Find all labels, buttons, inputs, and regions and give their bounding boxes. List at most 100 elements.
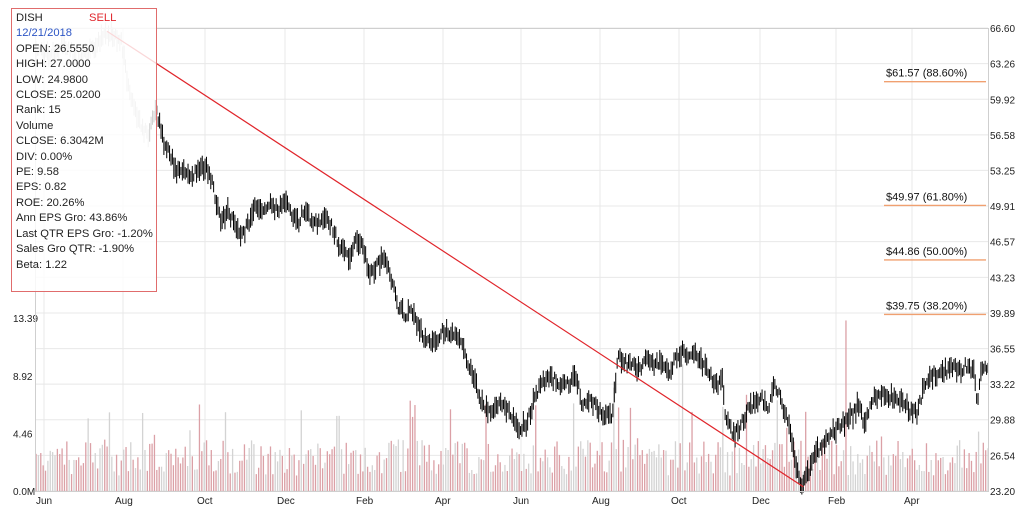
volume-bar [326,451,328,491]
volume-bar [603,471,606,491]
time-tick-label: Feb [828,496,846,507]
volume-bar [864,474,866,491]
volume-bar [755,466,757,491]
volume-bar [977,431,980,491]
volume-bar [89,443,92,491]
volume-bar [537,471,539,491]
volume-bar [461,443,463,491]
volume-bar [608,460,610,491]
volume-bar [558,454,561,491]
volume-bar [40,453,42,491]
volume-bar [454,443,456,491]
price-tick-label: 66.60 [990,24,1015,35]
info-rank: Rank: 15 [16,104,61,117]
volume-bar [400,471,402,491]
volume-bar [902,451,904,491]
volume-bar [501,471,504,491]
volume-bar [918,464,921,491]
volume-bar [904,467,906,491]
volume-bar [347,464,350,491]
volume-bar [662,450,665,491]
volume-bar [217,461,220,491]
volume-bar [582,448,584,491]
volume-bar [819,470,821,491]
time-axis: Jun Aug Oct Dec Feb Apr Jun Aug Oct Dec Feb Apr [36,496,920,507]
volume-bar [293,454,295,491]
volume-bar [390,440,392,491]
volume-bar [615,449,617,491]
volume-bar [940,457,942,491]
volume-bar [511,448,513,491]
info-high: HIGH: 27.0000 [16,58,91,71]
volume-bar [407,448,409,491]
volume-bar [492,471,494,491]
volume-axis: 13.39 8.92 4.46 0.0M [13,314,38,498]
volume-bar [452,454,454,491]
volume-bar [892,454,894,491]
volume-bar [928,471,930,491]
volume-bar [158,466,160,491]
volume-bar [741,462,743,491]
volume-bar [168,450,170,491]
price-tick-label: 59.92 [990,95,1015,106]
volume-bar [736,473,738,491]
volume-bar [513,459,516,491]
volume-bar [831,440,833,491]
volume-bar [980,463,982,491]
volume-bar [859,462,861,491]
volume-bar [340,449,343,491]
volume-bar [655,457,658,491]
volume-bar [776,400,778,491]
volume-bar [92,462,94,491]
volume-bar [144,450,146,491]
volume-bar [599,455,601,491]
volume-bar [530,473,532,491]
volume-bar [276,461,279,491]
volume-bar [350,452,352,491]
volume-bar [56,448,59,491]
volume-bar [826,458,828,491]
volume-bar [949,462,951,491]
volume-bar [703,441,705,491]
volume-bar [186,466,189,491]
volume-bar [769,459,771,491]
volume-bar [392,444,395,491]
volume-bar [269,446,272,491]
volume-bar [712,473,714,491]
volume-bar [37,455,40,491]
volume-bar [594,463,596,491]
volume-bar [104,439,106,491]
volume-bar [722,406,724,491]
volume-bar [876,440,878,491]
volume-bar [253,444,255,491]
volume-bar [591,467,594,491]
info-volume-label: Volume [16,119,54,132]
volume-bar [975,451,977,491]
volume-bar [101,444,104,491]
volume-bar [838,466,840,491]
info-eps: EPS: 0.82 [16,181,67,194]
volume-bar [125,447,127,491]
volume-bar [525,468,527,491]
volume-bar [580,441,582,491]
volume-bar [878,466,880,491]
volume-bar [691,411,693,491]
volume-bar [286,469,288,491]
volume-bar [625,467,627,491]
volume-bar [78,457,80,491]
volume-bar [272,474,274,491]
volume-bar [629,407,632,491]
volume-bar [374,470,376,491]
volume-bar [546,457,549,491]
volume-bar [895,455,897,491]
volume-bar [771,450,774,491]
volume-bar [913,460,916,491]
volume-bar [419,465,421,491]
info-open: OPEN: 26.5550 [16,42,95,55]
volume-bar [840,461,842,491]
time-tick-label: Dec [752,496,770,507]
volume-bar [421,440,423,491]
time-tick-label: Apr [435,496,451,507]
volume-bar [47,460,49,491]
trendline [106,30,804,488]
